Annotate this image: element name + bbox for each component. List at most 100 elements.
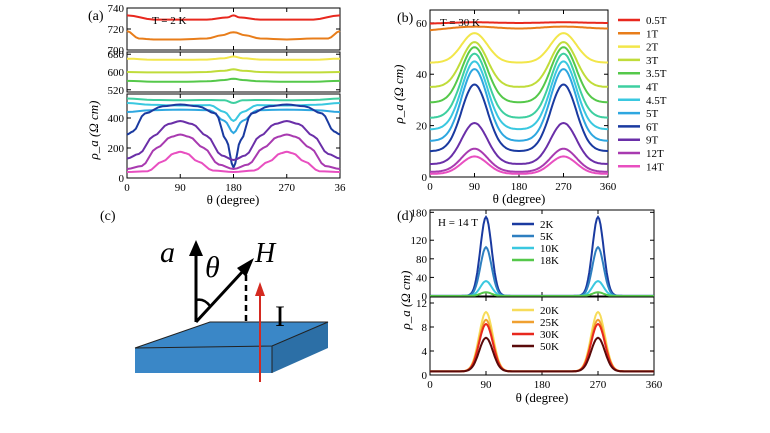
a-sub2-x-tick-label: 180 bbox=[225, 182, 242, 194]
a-series-line bbox=[126, 77, 341, 83]
b-y-tick-label: 0 bbox=[422, 172, 428, 184]
d-sub0-y-tick-label: 0 bbox=[422, 291, 428, 303]
b-series-line bbox=[430, 32, 608, 64]
current-arrowhead bbox=[255, 282, 265, 296]
d-legend-label: 50K bbox=[540, 341, 559, 353]
b-y-tick-label: 60 bbox=[416, 18, 428, 30]
panel-label-c: (c) bbox=[100, 209, 116, 224]
theta-label: θ bbox=[205, 251, 220, 284]
b-legend-label: 4.5T bbox=[646, 95, 667, 107]
a-series-line bbox=[126, 119, 341, 162]
d-sub1-x-tick-label: 0 bbox=[427, 379, 433, 391]
b-legend-label: 14T bbox=[646, 161, 664, 173]
a-sub2-x-tick-label: 270 bbox=[279, 182, 296, 194]
a-sub0-y-tick-label: 720 bbox=[108, 24, 125, 36]
b-legend-label: 6T bbox=[646, 121, 659, 133]
a-sub2-x-tick-label: 90 bbox=[175, 182, 187, 194]
b-series-line bbox=[430, 52, 608, 119]
b-x-tick-label: 90 bbox=[469, 181, 481, 193]
d-sub1-y-tick-label: 4 bbox=[422, 346, 428, 358]
current-label: I bbox=[275, 300, 285, 333]
a-series-line bbox=[126, 68, 341, 74]
d-sub1-x-tick-label: 90 bbox=[481, 379, 493, 391]
d-sub1-y-tick-label: 8 bbox=[422, 322, 428, 334]
b-legend-label: 1T bbox=[646, 28, 659, 40]
panel-label-d: (d) bbox=[397, 209, 414, 224]
a-series-line bbox=[126, 55, 341, 61]
a-x-axis-label: θ (degree) bbox=[207, 192, 260, 207]
field-arrowhead bbox=[237, 258, 254, 277]
b-series-line bbox=[430, 83, 608, 153]
d-sub1-x-tick-label: 270 bbox=[590, 379, 607, 391]
theta-arc bbox=[195, 298, 211, 307]
b-annotation: T = 30 K bbox=[440, 17, 480, 29]
b-y-tick-label: 40 bbox=[416, 69, 428, 81]
d-series-line bbox=[430, 291, 654, 297]
a-y-axis-label: ρ_a (Ω cm) bbox=[86, 101, 101, 161]
a-sub2-x-tick-label: 0 bbox=[124, 182, 130, 194]
a-series-line bbox=[126, 97, 341, 105]
d-sub0-y-tick-label: 80 bbox=[416, 254, 428, 266]
b-series-line bbox=[429, 121, 608, 166]
a-sub0-y-tick-label: 700 bbox=[108, 45, 125, 57]
a-annotation: T = 2 K bbox=[152, 15, 186, 27]
b-legend-label: 2T bbox=[646, 42, 659, 54]
d-legend-label: 2K bbox=[540, 219, 554, 231]
a-sub2-y-tick-label: 200 bbox=[108, 143, 125, 155]
b-legend-label: 3T bbox=[646, 55, 659, 67]
a-sub2-y-tick-label: 0 bbox=[119, 173, 125, 185]
a-sub1-y-tick-label: 600 bbox=[108, 67, 125, 79]
b-legend-label: 5T bbox=[646, 108, 659, 120]
d-sub1-y-tick-label: 0 bbox=[422, 370, 428, 382]
a-series-line bbox=[126, 108, 341, 135]
b-x-tick-label: 0 bbox=[427, 181, 433, 193]
panel-label-b: (b) bbox=[397, 11, 414, 26]
d-sub1-x-tick-label: 180 bbox=[534, 379, 551, 391]
a-series-line bbox=[126, 14, 341, 21]
a-series-line bbox=[126, 30, 341, 41]
d-y-axis-label: ρ_a (Ω cm) bbox=[398, 271, 413, 331]
b-legend-label: 4T bbox=[646, 82, 659, 94]
d-legend-label: 5K bbox=[540, 231, 554, 243]
d-sub0-y-tick-label: 120 bbox=[411, 235, 428, 247]
d-legend-label: 18K bbox=[540, 255, 559, 267]
panel-a: (a) 700 720 740 520 600 680 0 200 400 0 90 180 270 36 T… bbox=[86, 3, 346, 207]
a-series-line bbox=[126, 133, 341, 171]
d-series-line bbox=[430, 336, 654, 373]
b-x-tick-label: 180 bbox=[511, 181, 528, 193]
b-series-line bbox=[429, 41, 609, 88]
b-series-line bbox=[430, 147, 608, 173]
slab-side-face bbox=[272, 322, 328, 373]
b-x-tick-label: 270 bbox=[555, 181, 572, 193]
b-series-line bbox=[429, 68, 608, 142]
d-legend-label: 20K bbox=[540, 305, 559, 317]
d-annotation: H = 14 T bbox=[438, 217, 478, 229]
b-x-tick-label: 360 bbox=[600, 181, 617, 193]
slab-outline bbox=[134, 321, 329, 349]
a-series-line bbox=[126, 102, 341, 123]
b-legend-label: 12T bbox=[646, 148, 664, 160]
slab-top-face bbox=[135, 322, 328, 348]
b-x-axis-label: θ (degree) bbox=[493, 191, 546, 206]
a-sub0-y-tick-label: 740 bbox=[108, 3, 125, 15]
a-axis-arrowhead bbox=[189, 240, 203, 256]
d-sub0-y-tick-label: 180 bbox=[411, 207, 428, 219]
panel-label-a: (a) bbox=[88, 9, 104, 24]
a-sub2-x-tick-label: 36 bbox=[335, 182, 347, 194]
b-series-line bbox=[429, 60, 608, 131]
b-legend-label: 3.5T bbox=[646, 68, 667, 80]
b-y-tick-label: 20 bbox=[416, 121, 428, 133]
d-sub1-y-tick-label: 12 bbox=[416, 298, 427, 310]
b-series-line bbox=[429, 25, 608, 32]
b-series-line bbox=[430, 21, 608, 25]
d-legend-label: 30K bbox=[540, 329, 559, 341]
b-legend-label: 9T bbox=[646, 135, 659, 147]
b-y-axis-label: ρ_a (Ω cm) bbox=[391, 65, 406, 125]
d-sub1-x-tick-label: 360 bbox=[646, 379, 663, 391]
a-sub1-y-tick-label: 520 bbox=[108, 85, 125, 97]
b-series-line bbox=[429, 46, 608, 104]
panel-b: (b) 0 20 40 60 0 90 180 270 360 T = 30 K ρ_a (Ω cm)… bbox=[391, 9, 667, 206]
field-arrow bbox=[194, 268, 246, 324]
b-legend-label: 0.5T bbox=[646, 15, 667, 27]
